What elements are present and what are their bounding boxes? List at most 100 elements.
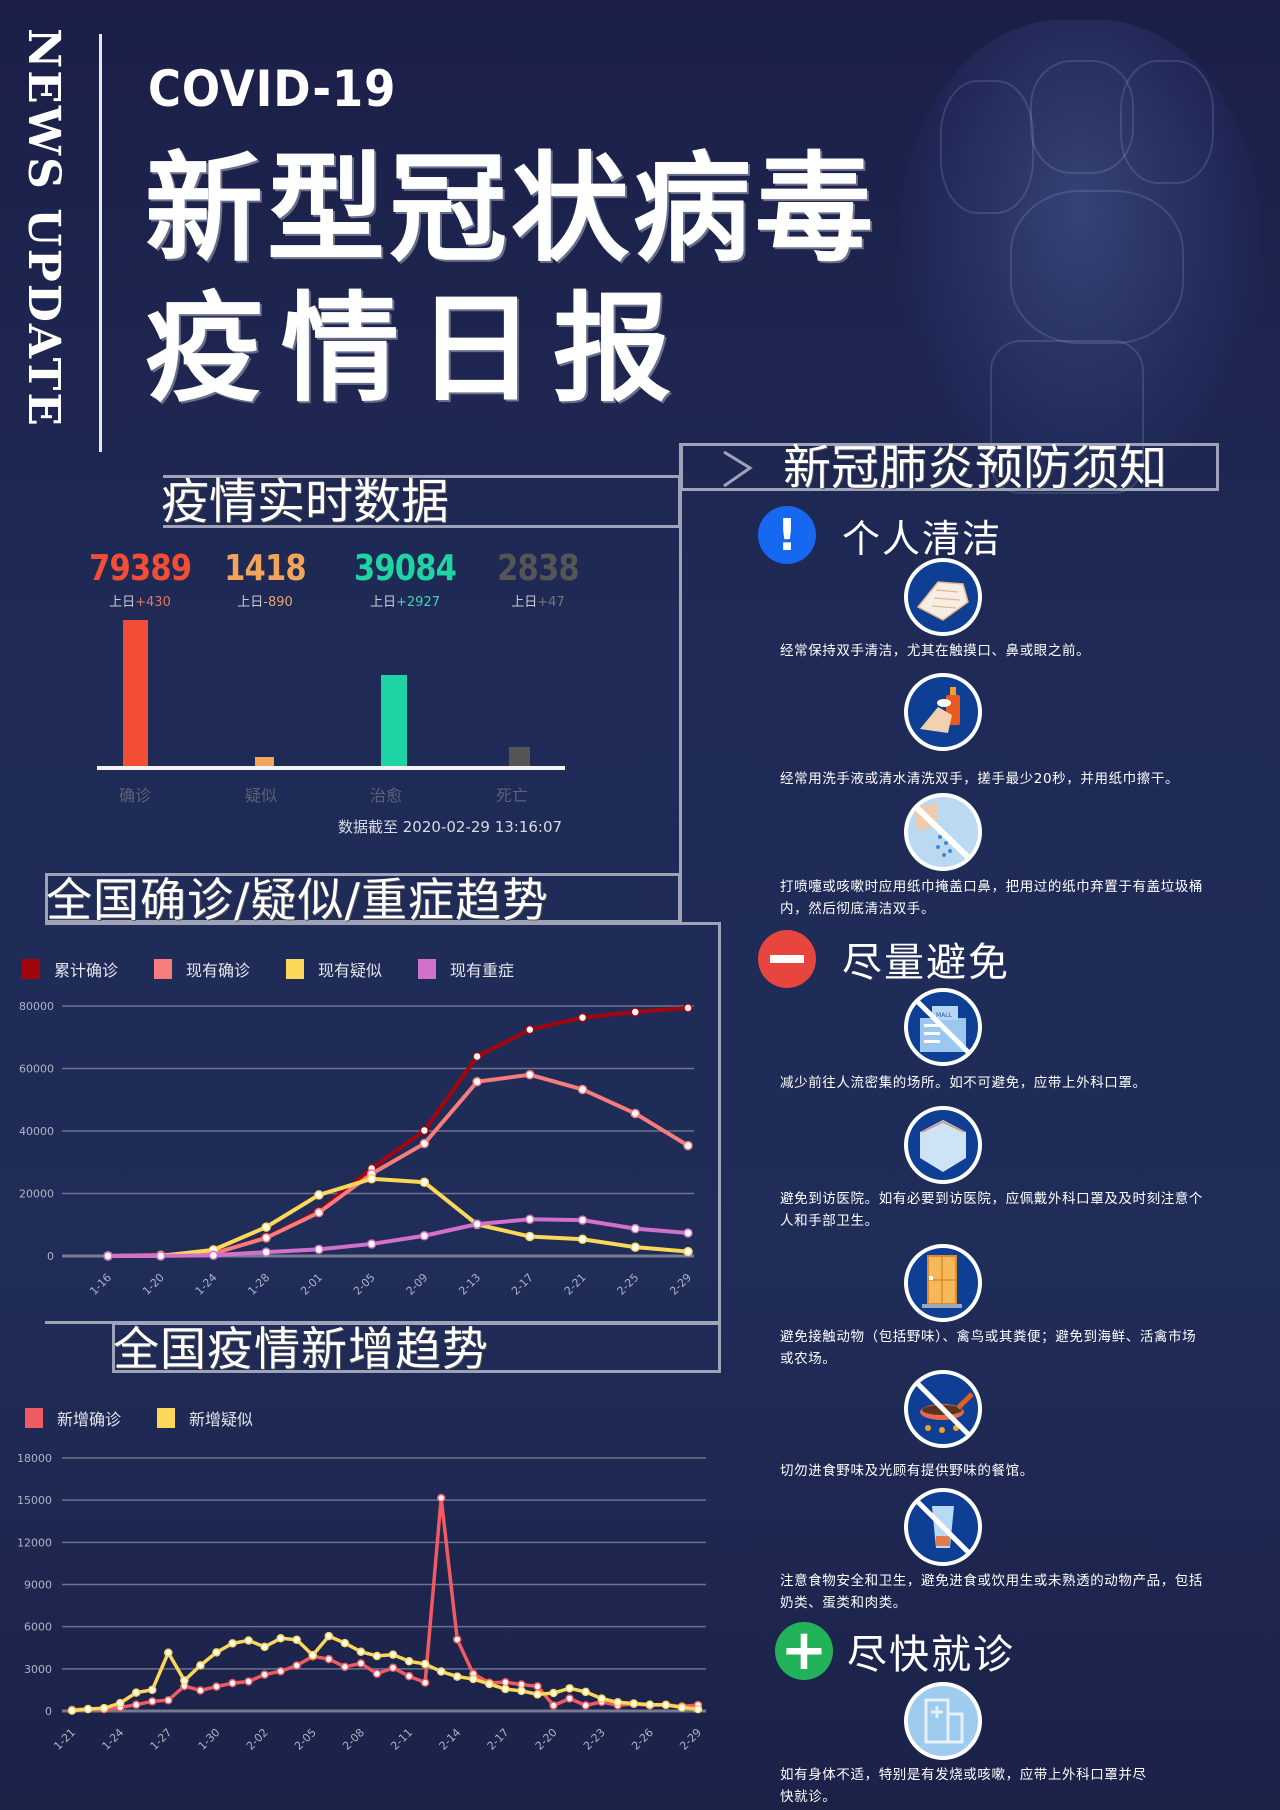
stat-delta-prefix: 上日 <box>370 595 397 610</box>
door-icon <box>904 1244 982 1322</box>
data-timestamp: 数据截至 2020-02-29 13:16:07 <box>338 818 563 836</box>
chevron-right-icon <box>723 450 753 488</box>
legend-label: 现有重症 <box>450 961 515 980</box>
new-cases-line-chart: 0 3000 6000 9000 12000 15000 18000 1-21 1-24 1-27… <box>17 1452 706 1753</box>
legend-label: 新增确诊 <box>57 1410 122 1429</box>
bar-label-suspected: 疑似 <box>244 786 277 805</box>
svg-text:2-08: 2-08 <box>340 1726 367 1753</box>
svg-text:1-27: 1-27 <box>148 1726 175 1753</box>
svg-text:2-13: 2-13 <box>456 1271 483 1298</box>
group-title: 尽快就诊 <box>847 1632 1015 1678</box>
legend-label: 现有确诊 <box>186 961 251 980</box>
stat-deaths-value: 2838 <box>497 548 580 589</box>
stat-deaths-delta: +47 <box>537 595 565 610</box>
svg-text:40000: 40000 <box>19 1125 54 1138</box>
svg-text:2-21: 2-21 <box>562 1271 589 1298</box>
svg-text:2-25: 2-25 <box>615 1271 642 1298</box>
group-seek-care-header: + 尽快就诊 <box>775 1622 1015 1680</box>
svg-text:2-05: 2-05 <box>351 1271 378 1298</box>
group-avoid-header: 尽量避免 <box>758 930 1010 988</box>
trend-section-header: 全国确诊/疑似/重症趋势 <box>45 873 681 923</box>
bar-suspected[interactable] <box>255 757 274 766</box>
svg-text:9000: 9000 <box>24 1579 52 1592</box>
stat-cured: 39084 上日+2927 <box>330 548 480 610</box>
stat-delta-prefix: 上日 <box>511 595 538 610</box>
tip-text: 经常用洗手液或清水清洗双手，搓手最少20秒，并用纸巾擦干。 <box>780 771 1180 787</box>
bar-label-confirmed: 确诊 <box>118 786 151 805</box>
svg-text:2-05: 2-05 <box>292 1726 319 1753</box>
bar-label-cured: 治愈 <box>369 786 402 805</box>
tip-text: 减少前往人流密集的场所。如不可避免，应带上外科口罩。 <box>780 1075 1147 1091</box>
tip-text: 避免到访医院。如有必要到访医院，应佩戴外科口罩及及时刻注意个人和手部卫生。 <box>780 1191 1203 1229</box>
section-frame-line <box>679 443 682 923</box>
stat-delta-prefix: 上日 <box>109 595 136 610</box>
tip-text: 避免接触动物（包括野味）、禽鸟或其粪便；避免到海鲜、活禽市场或农场。 <box>780 1329 1197 1367</box>
svg-text:80000: 80000 <box>19 1000 54 1013</box>
trend-section-title: 全国确诊/疑似/重症趋势 <box>46 873 549 927</box>
tip-text: 切勿进食野味及光顾有提供野味的餐馆。 <box>780 1463 1034 1479</box>
stat-confirmed-value: 79389 <box>89 548 192 589</box>
svg-text:2-01: 2-01 <box>298 1271 325 1298</box>
legend-item-new-confirmed[interactable]: 新增确诊 <box>25 1406 121 1430</box>
stat-suspected-delta: -890 <box>263 595 293 610</box>
page-title-line1: 新型冠状病毒 <box>145 140 878 278</box>
legend-item-cumulative-confirmed[interactable]: 累计确诊 <box>22 957 118 981</box>
exclamation-icon: ! <box>758 506 816 564</box>
svg-text:20000: 20000 <box>19 1188 54 1201</box>
sneeze-cover-icon <box>904 793 982 871</box>
group-title: 尽量避免 <box>842 940 1010 986</box>
tip-text: 打喷嚏或咳嗽时应用纸巾掩盖口鼻，把用过的纸巾弃置于有盖垃圾桶内，然后彻底清洁双手… <box>780 879 1203 917</box>
no-crowd-building-icon: MALL <box>904 988 982 1066</box>
svg-text:1-21: 1-21 <box>51 1726 78 1753</box>
tip-text: 经常保持双手清洁，尤其在触摸口、鼻或眼之前。 <box>780 643 1091 659</box>
svg-text:1-24: 1-24 <box>193 1271 220 1298</box>
svg-text:2-11: 2-11 <box>388 1726 415 1753</box>
legend-item-current-severe[interactable]: 现有重症 <box>418 957 514 981</box>
svg-text:2-26: 2-26 <box>629 1726 656 1753</box>
new-cases-section-title: 全国疫情新增趋势 <box>113 1322 489 1376</box>
realtime-bar-chart <box>97 618 565 766</box>
page-title-line2: 疫情日报 <box>145 280 690 418</box>
svg-text:12000: 12000 <box>17 1536 52 1549</box>
bar-chart-baseline <box>97 766 565 770</box>
hand-wipe-icon <box>904 558 982 636</box>
legend-item-current-confirmed[interactable]: 现有确诊 <box>154 957 250 981</box>
face-mask-icon <box>904 1106 982 1184</box>
stat-deaths: 2838 上日+47 <box>478 548 598 610</box>
new-cases-section-header: 全国疫情新增趋势 <box>112 1322 721 1373</box>
legend-item-new-suspected[interactable]: 新增疑似 <box>157 1406 253 1430</box>
stat-confirmed-delta: +430 <box>135 595 171 610</box>
prevention-section-header: 新冠肺炎预防须知 <box>680 443 1219 492</box>
svg-text:60000: 60000 <box>19 1063 54 1076</box>
realtime-section-header: 疫情实时数据 <box>161 475 681 528</box>
svg-text:2-23: 2-23 <box>581 1726 608 1753</box>
svg-text:MALL: MALL <box>936 1012 953 1019</box>
group-personal-hygiene-header: ! 个人清洁 <box>758 506 1002 564</box>
svg-text:2-29: 2-29 <box>677 1726 704 1753</box>
bar-confirmed[interactable] <box>123 620 148 766</box>
svg-text:3000: 3000 <box>24 1663 52 1676</box>
svg-text:0: 0 <box>45 1705 52 1718</box>
svg-text:1-16: 1-16 <box>87 1271 114 1298</box>
covid-kicker: COVID-19 <box>148 60 397 118</box>
stat-cured-value: 39084 <box>353 548 457 589</box>
legend-label: 现有疑似 <box>318 961 383 980</box>
bar-label-deaths: 死亡 <box>495 786 528 805</box>
svg-text:2-17: 2-17 <box>509 1271 536 1298</box>
new-cases-legend: 新增确诊 新增疑似 <box>25 1406 289 1430</box>
bar-cured[interactable] <box>381 675 407 766</box>
stat-suspected-value: 1418 <box>224 548 307 589</box>
svg-text:1-24: 1-24 <box>99 1726 126 1753</box>
hospital-icon <box>904 1682 982 1760</box>
svg-text:1-20: 1-20 <box>140 1271 167 1298</box>
svg-text:2-17: 2-17 <box>485 1726 512 1753</box>
tip-text: 注意食物安全和卫生，避免进食或饮用生或未熟透的动物产品，包括奶类、蛋类和肉类。 <box>780 1573 1203 1611</box>
soap-handwash-icon <box>904 673 982 751</box>
trend-line-chart: 0 20000 40000 60000 80000 1-16 1-20 1-24 1-28 2-0… <box>19 1000 694 1298</box>
legend-item-current-suspected[interactable]: 现有疑似 <box>286 957 382 981</box>
bar-deaths[interactable] <box>509 747 530 766</box>
svg-text:0: 0 <box>47 1250 54 1263</box>
legend-label: 新增疑似 <box>189 1410 254 1429</box>
fist-background-illustration <box>900 20 1260 494</box>
no-raw-drink-icon <box>904 1488 982 1566</box>
